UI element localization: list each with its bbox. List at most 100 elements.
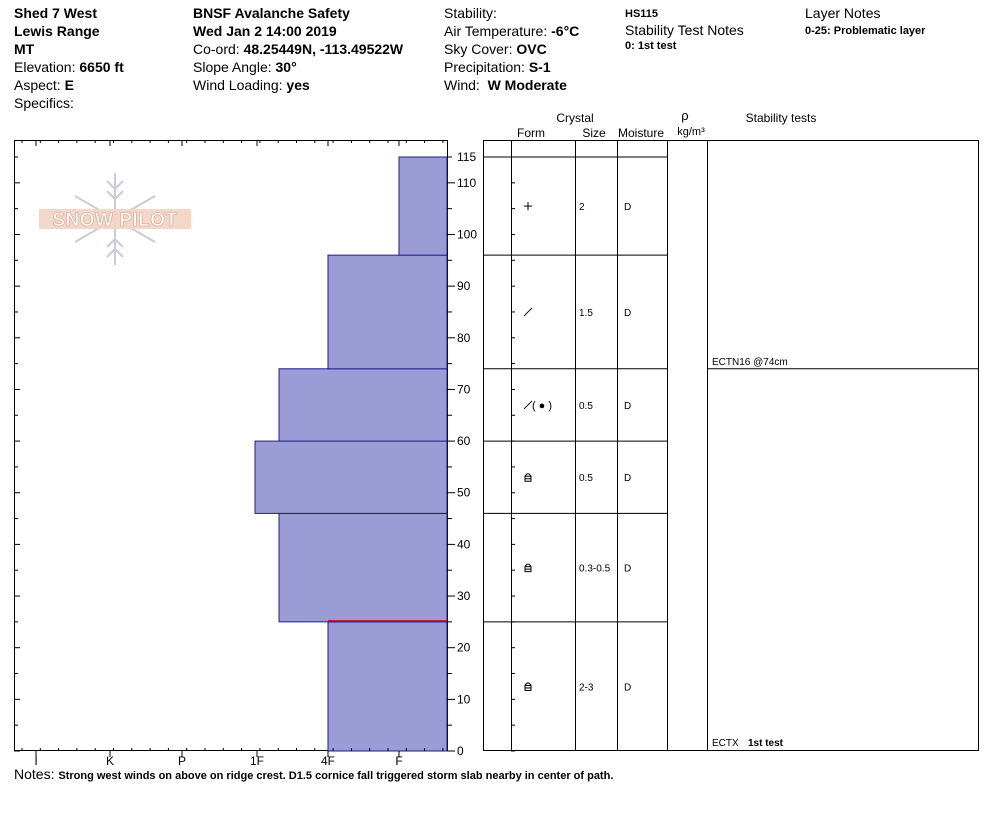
state-name: MT xyxy=(14,41,35,57)
stability-notes-block: HS115 Stability Test Notes 0: 1st test xyxy=(625,4,744,53)
aspect-label: Aspect: xyxy=(14,77,61,93)
size-header: Size xyxy=(582,126,606,140)
layer-notes-text: 0-25: Problematic layer xyxy=(805,25,926,37)
layer-moisture: D xyxy=(624,308,631,319)
hs-value: HS115 xyxy=(625,8,659,20)
hardness-bars xyxy=(254,156,448,752)
stability-label: Stability: xyxy=(444,5,497,21)
depth-axis: 0 10 20 30 40 50 60 70 80 90 100 110 115 xyxy=(14,150,477,758)
range-name: Lewis Range xyxy=(14,23,100,39)
x-tick-label: P xyxy=(178,754,186,768)
sky-row: Sky Cover: OVC xyxy=(444,40,579,58)
layer-size: 0.5 xyxy=(579,401,593,412)
layer-moisture: D xyxy=(624,564,631,575)
wind-loading-label: Wind Loading: xyxy=(193,77,283,93)
notes: Notes: Strong west winds on above on rid… xyxy=(14,766,613,782)
sky-label: Sky Cover: xyxy=(444,41,513,57)
stability-tests-header: Stability tests xyxy=(746,111,817,125)
air-temp-row: Air Temperature: -6°C xyxy=(444,22,579,40)
y-tick-label: 40 xyxy=(457,537,471,551)
coord-row: Co-ord: 48.25449N, -113.49522W xyxy=(193,40,403,58)
y-tick-label: 90 xyxy=(457,279,471,293)
density-unit: kg/m³ xyxy=(677,126,705,138)
coord-value: 48.25449N, -113.49522W xyxy=(243,41,404,57)
wind-value: W Moderate xyxy=(487,77,567,93)
density-header: ρ xyxy=(681,108,688,123)
slope-row: Slope Angle: 30° xyxy=(193,58,403,76)
layer-notes-block: Layer Notes 0-25: Problematic layer xyxy=(805,4,925,38)
elevation-row: Elevation: 6650 ft xyxy=(14,58,124,76)
hardness-bar xyxy=(327,254,448,370)
precip-label: Precipitation: xyxy=(444,59,525,75)
x-tick-label: 4F xyxy=(321,754,335,768)
elevation-label: Elevation: xyxy=(14,59,76,75)
stability-test-label: ECTN16 @74cm xyxy=(712,357,788,368)
coord-label: Co-ord: xyxy=(193,41,240,57)
wind-loading-row: Wind Loading: yes xyxy=(193,76,403,94)
aspect-value: E xyxy=(64,77,74,93)
stability-notes-title: Stability Test Notes xyxy=(625,22,744,38)
moisture-header: Moisture xyxy=(618,126,664,140)
air-temp-label: Air Temperature: xyxy=(444,23,548,39)
site-block: Shed 7 West Lewis Range MT Elevation: 66… xyxy=(14,4,124,112)
y-tick-label: 110 xyxy=(457,176,476,190)
slope-value: 30° xyxy=(275,59,297,75)
stability-test-note: 1st test xyxy=(748,738,784,749)
layer-size: 0.5 xyxy=(579,473,593,484)
x-tick-label: I xyxy=(34,754,37,768)
faceted-icon xyxy=(524,563,532,567)
layer-moisture: D xyxy=(624,202,631,213)
slash-icon xyxy=(523,307,533,317)
layer-size: 2-3 xyxy=(579,682,594,693)
precip-value: S-1 xyxy=(528,59,551,75)
org-name: BNSF Avalanche Safety xyxy=(193,5,350,21)
hardness-bar xyxy=(278,368,448,442)
y-tick-label: 0 xyxy=(457,744,464,758)
layer-notes-title: Layer Notes xyxy=(805,5,881,21)
precip-row: Precipitation: S-1 xyxy=(444,58,579,76)
layer-moisture: D xyxy=(624,682,631,693)
stability-notes-text: 0: 1st test xyxy=(625,40,677,52)
layer-size: 0.3-0.5 xyxy=(579,564,611,575)
x-tick-label: F xyxy=(395,754,402,768)
y-tick-label: 70 xyxy=(457,382,471,396)
x-tick-label: 1F xyxy=(250,754,264,768)
weather-block: Stability: Air Temperature: -6°C Sky Cov… xyxy=(444,4,579,94)
specifics-label: Specifics: xyxy=(14,95,74,111)
x-tick-label: K xyxy=(106,754,114,768)
layer-size: 1.5 xyxy=(579,308,593,319)
layer-moisture: D xyxy=(624,473,631,484)
elevation-value: 6650 ft xyxy=(79,59,124,75)
layer-size: 2 xyxy=(579,202,585,213)
sky-value: OVC xyxy=(516,41,547,57)
wind-row: Wind: W Moderate xyxy=(444,76,579,94)
notes-label: Notes: xyxy=(14,766,55,782)
layer-table: 2-3 D 0.3-0.5 D 0.5 D ( ● ) 0.5 D 1.5 D 2 D ECTN16 @7… xyxy=(483,156,979,752)
y-tick-label: 100 xyxy=(457,227,477,241)
site-name: Shed 7 West xyxy=(14,5,97,21)
notes-text: Strong west winds on above on ridge cres… xyxy=(58,770,614,782)
wind-loading-value: yes xyxy=(286,77,310,93)
y-tick-label: 10 xyxy=(457,692,471,706)
observation-block: BNSF Avalanche Safety Wed Jan 2 14:00 20… xyxy=(193,4,403,94)
hardness-bar xyxy=(398,156,448,256)
faceted-icon xyxy=(524,473,532,477)
slash-icon xyxy=(523,400,533,410)
y-tick-label: 80 xyxy=(457,331,471,345)
y-tick-label: 50 xyxy=(457,486,471,500)
y-tick-label: 60 xyxy=(457,434,471,448)
slope-label: Slope Angle: xyxy=(193,59,272,75)
y-tick-label: 115 xyxy=(457,150,476,164)
y-tick-label: 20 xyxy=(457,641,471,655)
logo-text: SNOW PILOT xyxy=(52,210,177,231)
hardness-axis: I K P 1F 4F F xyxy=(21,140,444,768)
hardness-bar xyxy=(278,512,448,623)
rounded-grain-icon: ( ● ) xyxy=(532,400,552,412)
logo-band xyxy=(39,209,191,229)
layer-moisture: D xyxy=(624,401,631,412)
wind-label: Wind: xyxy=(444,77,480,93)
form-header: Form xyxy=(517,126,545,140)
hardness-bar xyxy=(254,440,448,514)
stability-test-label: ECTX xyxy=(712,738,739,749)
